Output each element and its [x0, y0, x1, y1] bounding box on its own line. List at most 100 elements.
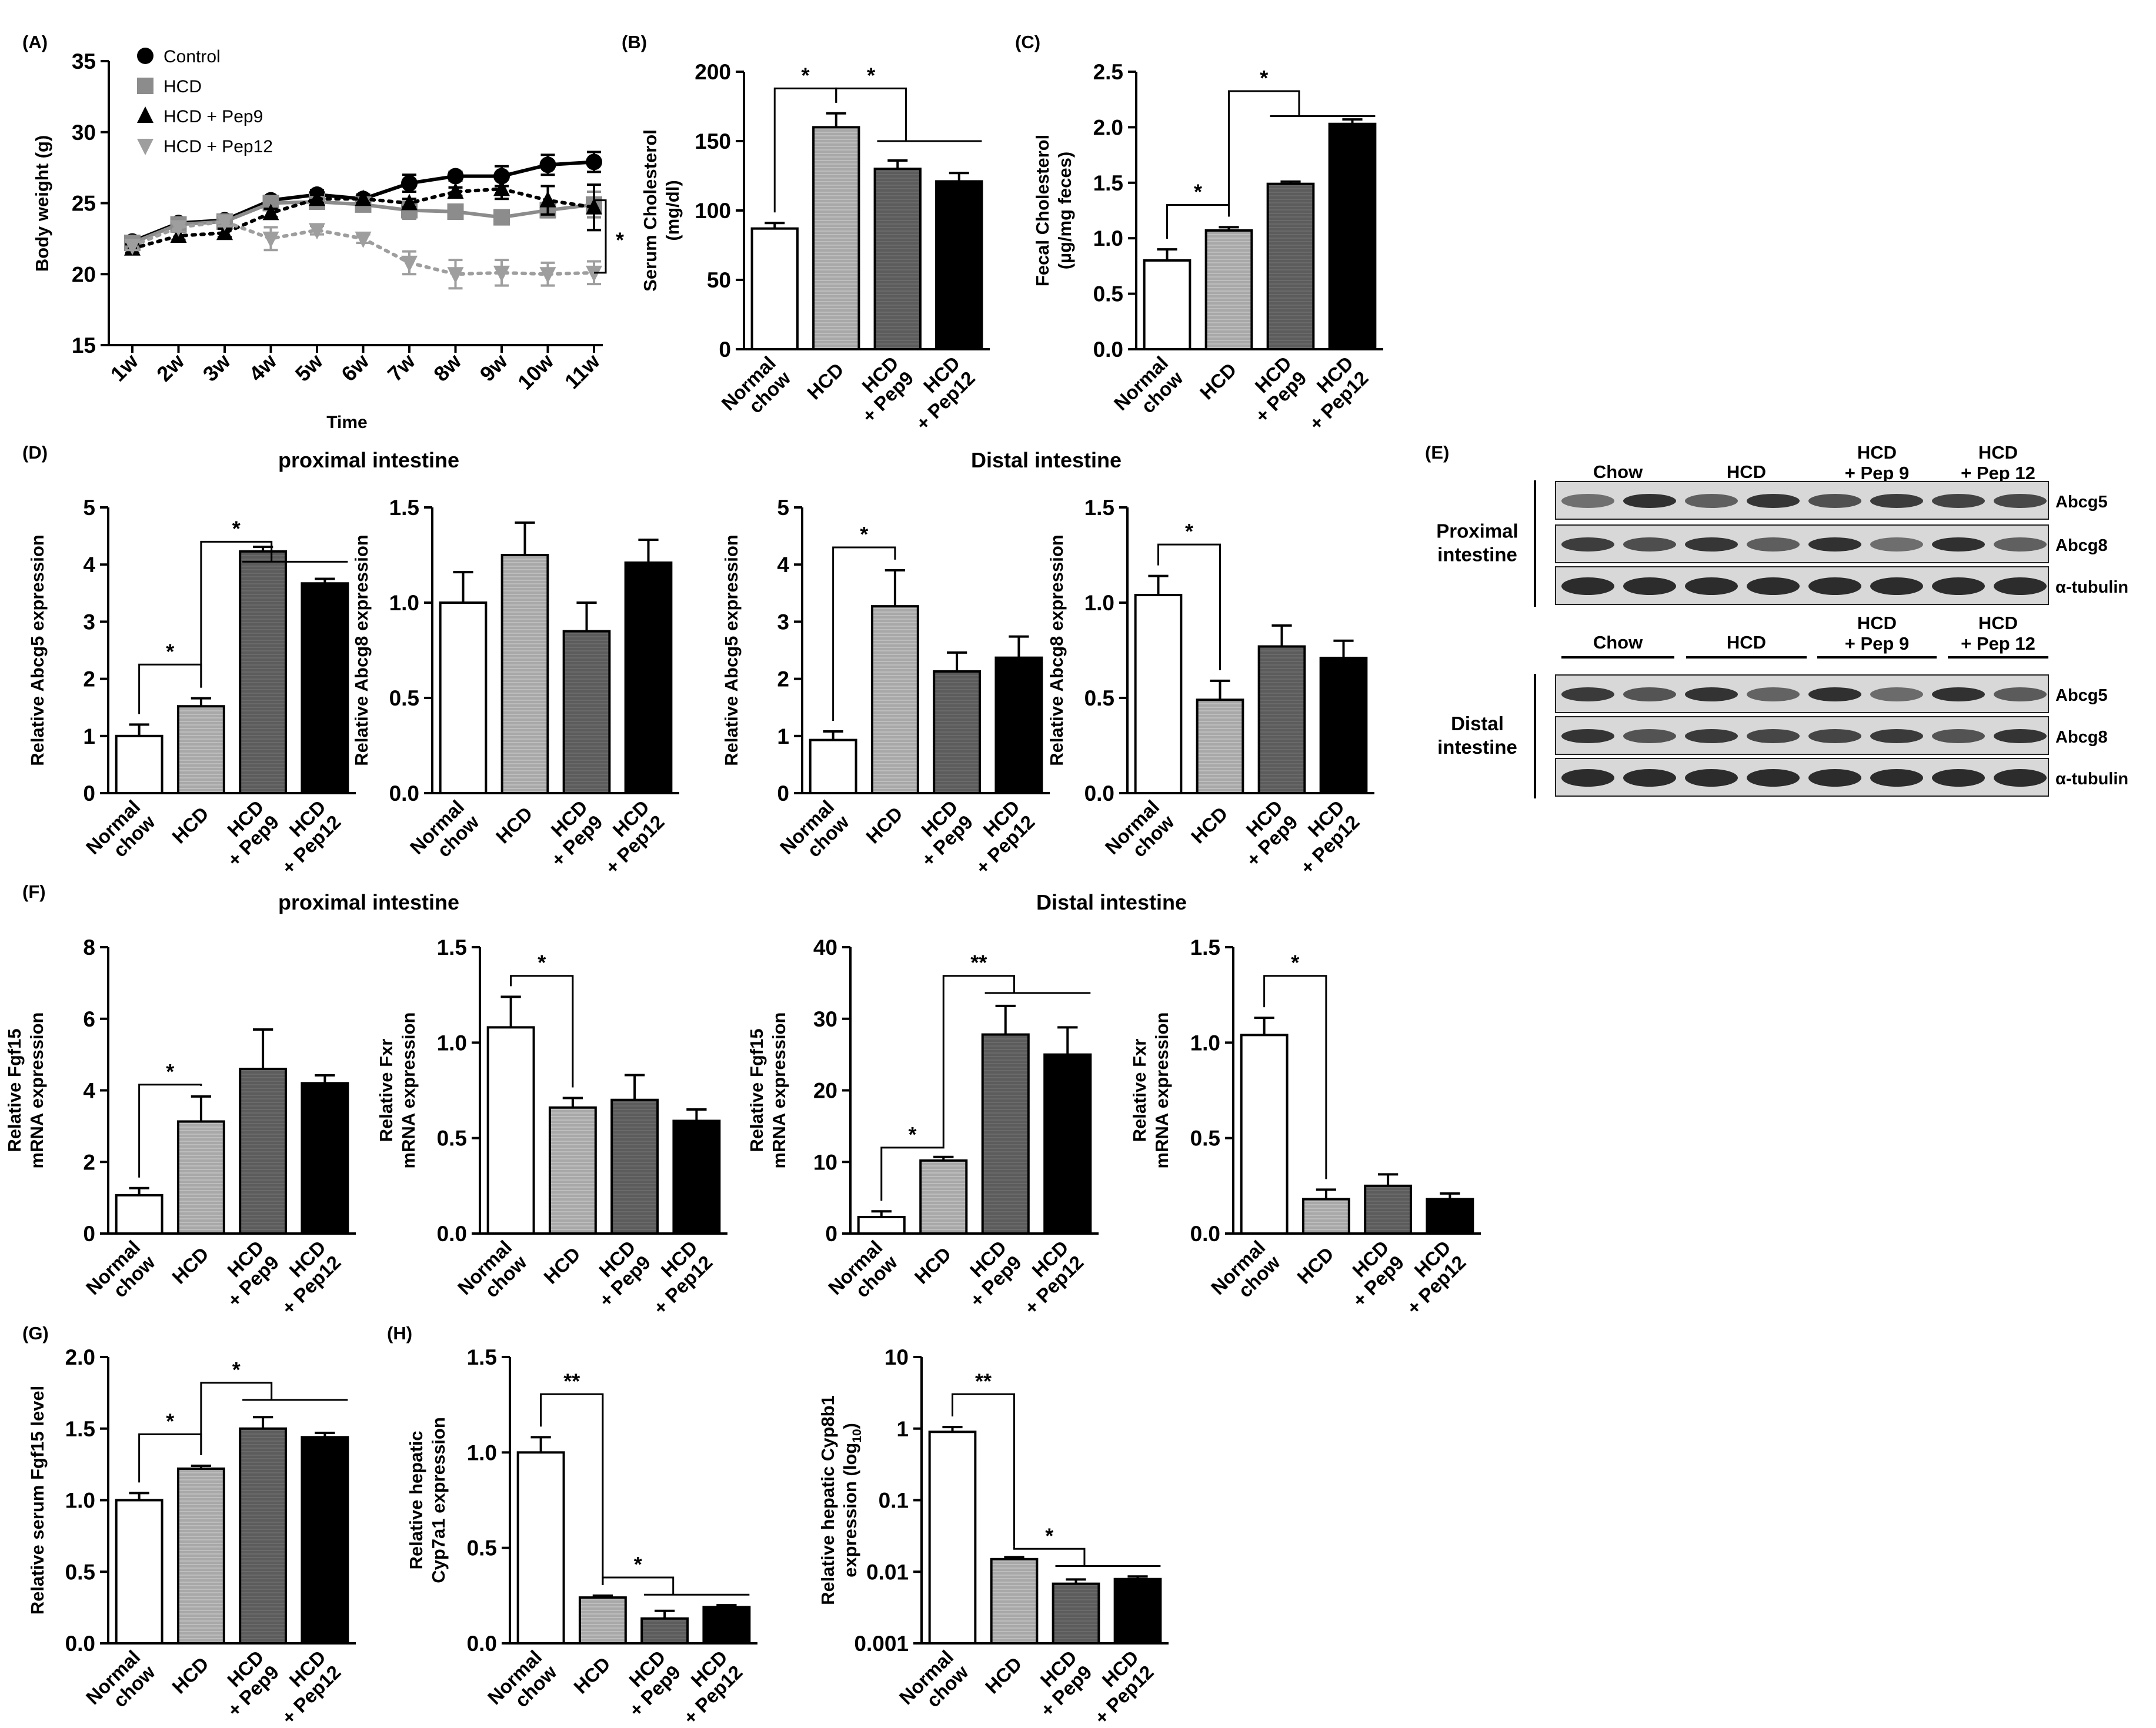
chart-f2: 0.0 0.5 1.0 1.5 Relative FxrmRNA expression N…	[376, 935, 727, 1319]
y-tick-label: 2.0	[65, 1345, 95, 1369]
y-axis-label-line: Relative Abcg8 expression	[1046, 534, 1067, 766]
marker-triangle	[309, 189, 325, 206]
blot-band	[1685, 729, 1738, 743]
bar	[516, 1451, 565, 1645]
y-axis-label-close: )	[840, 1423, 860, 1429]
panel-letter-e: (E)	[1425, 442, 1449, 463]
y-tick-label: 2.0	[1093, 115, 1123, 139]
header-label-line: HCD	[1978, 442, 2018, 463]
x-tick-label: HCD+ Pep12	[1387, 1236, 1470, 1319]
significance-label: *	[232, 516, 241, 540]
blot-band	[1808, 537, 1861, 552]
x-tick-label: Normalchow	[776, 796, 853, 873]
series-hcd-pep12	[124, 214, 602, 290]
y-axis-label-line: Cyp7a1 expression	[428, 1417, 449, 1583]
x-tick-label: HCD+ Pep9	[208, 1236, 283, 1312]
chart-c: 0.0 0.5 1.0 1.5 2.0 2.5 Fecal Cholesterol(µg/m…	[1032, 60, 1383, 434]
blot-band	[1623, 494, 1676, 508]
band-label: α-tubulin	[2055, 578, 2128, 597]
x-tick-label-line: HCD	[168, 1243, 213, 1288]
blot-band	[1932, 577, 1985, 595]
y-axis-label-line: expression (log	[840, 1443, 860, 1577]
y-tick-label: 1.5	[1084, 496, 1114, 520]
blot-band	[1747, 537, 1800, 552]
marker-triangle-down	[539, 267, 556, 284]
x-tick-label: HCD	[1293, 1243, 1338, 1288]
y-axis-label-line: (µg/mg feces)	[1054, 152, 1075, 269]
y-tick-label: 1.5	[389, 496, 419, 520]
blot-band	[1747, 769, 1800, 787]
significance-label: *	[166, 1409, 174, 1433]
bar	[870, 605, 919, 794]
x-tick-label: HCD+ Pep12	[956, 796, 1039, 878]
x-tick-label: HCD+ Pep12	[664, 1646, 746, 1728]
significance-bracket	[138, 1084, 202, 1178]
y-tick-label: 40	[813, 935, 837, 960]
x-tick-label-line: HCD	[910, 1243, 956, 1288]
bar	[873, 168, 922, 350]
bar	[1364, 1184, 1413, 1235]
y-tick-label: 1.0	[1093, 226, 1123, 250]
band-label: Abcg5	[2055, 493, 2108, 512]
x-tick-label: 2w	[152, 349, 189, 386]
y-tick-label: 2	[777, 667, 789, 691]
series-hcd-pep9	[124, 178, 602, 256]
bar	[486, 1026, 535, 1235]
significance-label: *	[908, 1122, 916, 1147]
tissue-label: Distal intestine	[1437, 713, 1517, 758]
y-axis-label-line: (mg/dl)	[662, 180, 683, 240]
panel-letter-h: (H)	[387, 1323, 412, 1343]
marker-triangle-down	[262, 231, 279, 248]
significance-label: **	[970, 951, 987, 975]
significance-bracket	[540, 1393, 604, 1585]
marker-square	[137, 78, 153, 94]
y-tick-label: 2.5	[1093, 60, 1123, 84]
y-axis-label: Relative Abcg8 expression	[351, 534, 372, 766]
y-tick-label: 0	[719, 337, 731, 362]
bar	[176, 1467, 225, 1645]
y-tick-label: 20	[72, 262, 96, 286]
x-tick-label: HCD	[168, 803, 213, 848]
y-axis-label-line: Relative Fxr	[1129, 1039, 1150, 1142]
band-label: Abcg5	[2055, 686, 2108, 705]
chart-b: 0 50 100 150 200 Serum Cholesterol(mg/dl) Norm…	[640, 60, 990, 434]
blot-band	[1932, 494, 1985, 508]
y-tick-label: 150	[695, 129, 731, 153]
x-tick-label: 1w	[106, 349, 143, 386]
panel-letter-g: (G)	[22, 1323, 49, 1343]
y-tick-label: 0.001	[854, 1632, 909, 1656]
y-tick-label: 25	[72, 192, 96, 216]
x-tick-label-line: HCD	[492, 803, 537, 848]
blot-band	[1932, 769, 1985, 787]
y-tick-label: 0.0	[389, 781, 419, 805]
chart-h1: 0.0 0.5 1.0 1.5 Relative hepaticCyp7a1 expre…	[406, 1345, 757, 1728]
significance-bracket	[880, 1146, 944, 1201]
x-tick-label: Normalchow	[406, 796, 483, 873]
blot-band	[1808, 769, 1861, 787]
y-tick-label: 0.5	[1190, 1127, 1220, 1151]
significance-bracket	[942, 975, 1015, 1147]
chart-d2: 0.0 0.5 1.0 1.5 Relative Abcg8 expression Nor…	[351, 496, 679, 878]
y-axis-title: Body weight (g)	[32, 135, 52, 272]
x-tick-label: HCD	[803, 359, 848, 404]
marker-triangle	[401, 193, 418, 210]
y-axis-label-line: Relative Abcg5 expression	[721, 534, 742, 766]
bar	[1043, 1053, 1092, 1235]
y-axis-label-line: mRNA expression	[26, 1012, 47, 1169]
panel-letter-d: (D)	[22, 442, 48, 463]
x-tick-label: HCD+ Pep9	[1333, 1236, 1409, 1312]
x-tick-label: HCD+ Pep12	[262, 1236, 345, 1319]
y-axis-label-line: mRNA expression	[1152, 1012, 1172, 1169]
legend-label: Control	[163, 47, 221, 66]
x-tick-label: 9w	[475, 349, 513, 386]
y-tick-label: 8	[83, 935, 95, 960]
blot-band	[1994, 769, 2047, 787]
panel-letter-b: (B)	[622, 32, 647, 52]
blot-band	[1623, 537, 1676, 552]
blot-band	[1808, 577, 1861, 595]
bar	[809, 738, 857, 794]
significance-bracket	[832, 546, 896, 721]
